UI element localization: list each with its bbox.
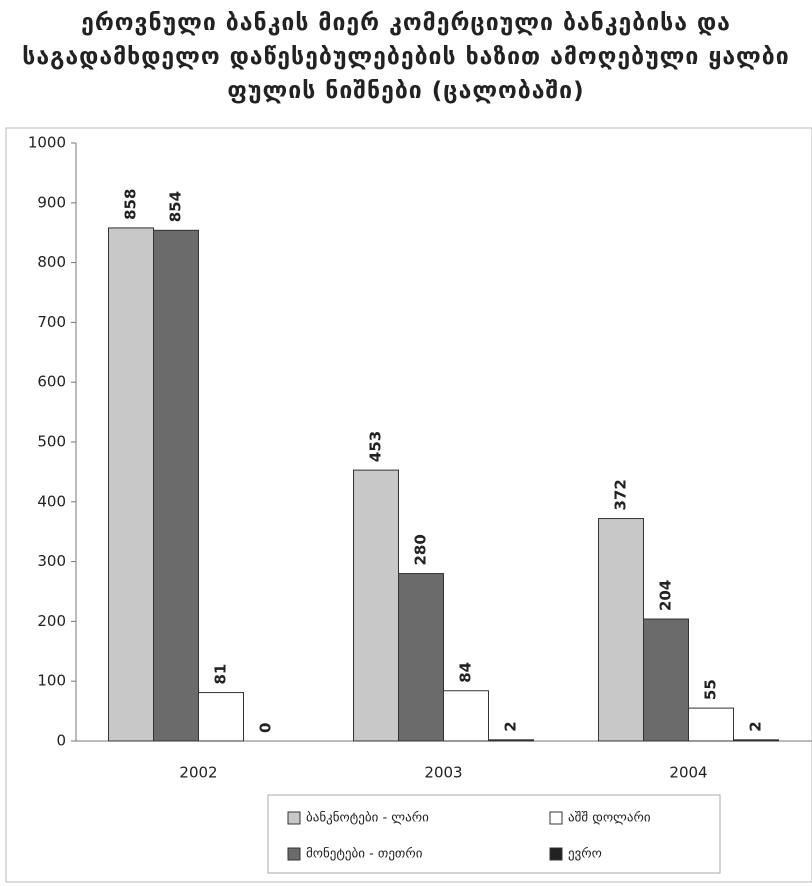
bar (153, 229, 199, 742)
value-label: 2 (747, 721, 765, 731)
value-label: 453 (367, 431, 385, 462)
y-tick-label: 1000 (28, 134, 66, 152)
value-label: 280 (412, 534, 430, 565)
y-tick-label: 600 (37, 373, 66, 391)
y-tick-label: 300 (37, 552, 66, 570)
bar (643, 618, 689, 742)
x-tick-label: 2002 (179, 764, 217, 782)
legend-label: აშშ დოლარი (568, 811, 651, 826)
legend-label: მონეტები - თეთრი (306, 847, 423, 862)
y-tick-label: 200 (37, 612, 66, 630)
bar (688, 707, 734, 742)
y-tick-label: 900 (37, 193, 66, 211)
value-label: 2 (502, 721, 520, 731)
bar (598, 518, 644, 742)
y-tick-label: 100 (37, 672, 66, 690)
y-tick-label: 700 (37, 313, 66, 331)
bar (198, 692, 244, 742)
legend-label: ევრო (568, 847, 602, 862)
x-tick-label: 2004 (669, 764, 707, 782)
bar (443, 690, 489, 742)
value-label: 0 (257, 723, 275, 733)
bar (398, 573, 444, 742)
bar (353, 469, 399, 742)
legend-box (267, 794, 721, 874)
value-label: 372 (612, 479, 630, 510)
value-label: 81 (212, 664, 230, 685)
y-tick-label: 500 (37, 433, 66, 451)
legend-label: ბანკნოტები - ლარი (306, 811, 429, 826)
value-label: 858 (122, 189, 140, 220)
y-tick-label: 400 (37, 492, 66, 510)
legend-swatch (549, 811, 563, 825)
bar (108, 227, 154, 742)
value-label: 84 (457, 662, 475, 683)
value-label: 854 (167, 191, 185, 222)
y-tick-label: 800 (37, 253, 66, 271)
bar (488, 739, 534, 742)
legend-swatch (287, 847, 301, 861)
x-tick-label: 2003 (424, 764, 462, 782)
bar (733, 739, 779, 742)
chart-title: ეროვნული ბანკის მიერ კომერციული ბანკების… (22, 10, 790, 104)
value-label: 55 (702, 679, 720, 700)
y-tick-label: 0 (56, 732, 66, 750)
value-label: 204 (657, 580, 675, 611)
chart-frame (5, 127, 812, 883)
legend-swatch (287, 811, 301, 825)
legend-swatch (549, 847, 563, 861)
